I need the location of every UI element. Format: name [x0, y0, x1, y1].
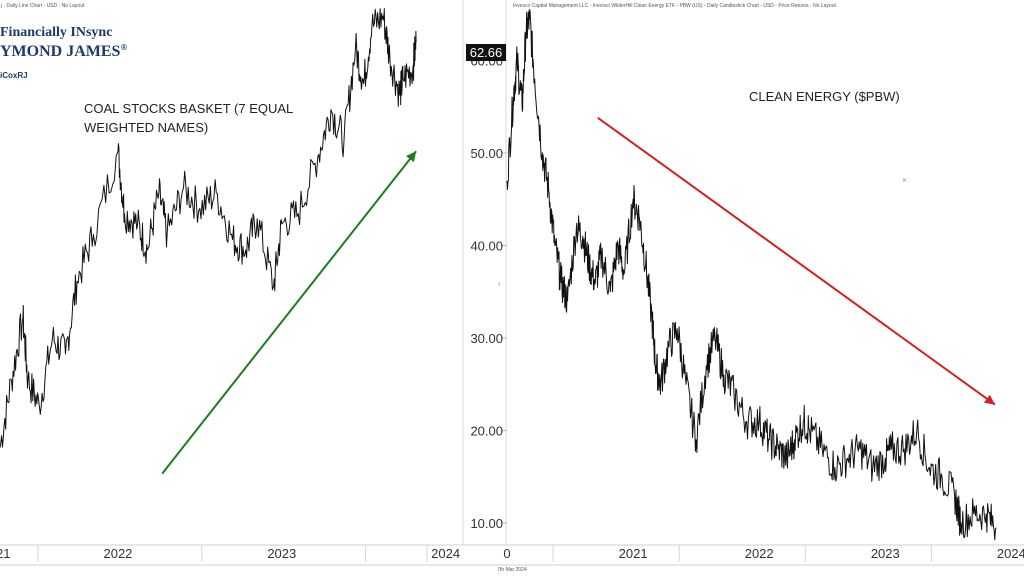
right-x-tick-label: 2022 — [745, 546, 774, 561]
left-x-tick-label: 21 — [0, 546, 11, 561]
right-x-tick-label: 0 — [503, 546, 510, 561]
brand-reg-mark: ® — [121, 43, 127, 52]
right-last-price-badge — [466, 44, 506, 61]
left-chart-caption: j - Daily Line Chart - USD - No Layout — [0, 3, 85, 9]
right-chart-caption: Invesco Capital Management LLC - Invesco… — [513, 3, 836, 9]
right-y-tick-label: 20.00 — [470, 424, 503, 439]
right-trend-arrow-head — [984, 394, 995, 405]
brand-company-name: YMOND JAMES — [0, 43, 121, 60]
right-x-tick-label: 2021 — [619, 546, 648, 561]
left-chart-title-line-2: WEIGHTED NAMES) — [84, 120, 208, 135]
brand-handle: iCoxRJ — [0, 71, 28, 80]
right-x-tick-label: 2023 — [871, 546, 900, 561]
left-x-tick-label: 2022 — [103, 546, 132, 561]
left-x-tick-label: 2024 — [431, 546, 460, 561]
right-chart-title: CLEAN ENERGY ($PBW) — [749, 89, 900, 104]
right-series-line — [506, 9, 997, 541]
brand-tagline: Financially INsync — [0, 25, 112, 40]
right-y-tick-label: 40.00 — [470, 238, 503, 253]
right-y-tick-label: 10.00 — [470, 516, 503, 531]
right-x-tick-label: 2024 — [997, 546, 1024, 561]
right-trend-arrow-line — [597, 116, 996, 406]
cursor-cross-marker: × — [902, 176, 907, 185]
chart-layer: 21 2022 2023 2024 10.00 20.00 30.00 40.00 50.00 6… — [0, 8, 1024, 562]
right-last-price-label: 62.66 — [470, 45, 503, 60]
left-chart-title-line-1: COAL STOCKS BASKET (7 EQUAL — [84, 101, 293, 116]
footer-date-label: 7th Mar 2024 — [497, 567, 527, 573]
left-trend-arrow-line — [161, 150, 417, 475]
right-y-tick-label: 50.00 — [470, 146, 503, 161]
left-series-line — [0, 8, 417, 448]
right-y-tick-label: 30.00 — [470, 331, 503, 346]
panel-collapse-marker: ‹ — [498, 279, 501, 288]
left-x-tick-label: 2023 — [267, 546, 296, 561]
left-trend-arrow-head — [406, 151, 417, 163]
